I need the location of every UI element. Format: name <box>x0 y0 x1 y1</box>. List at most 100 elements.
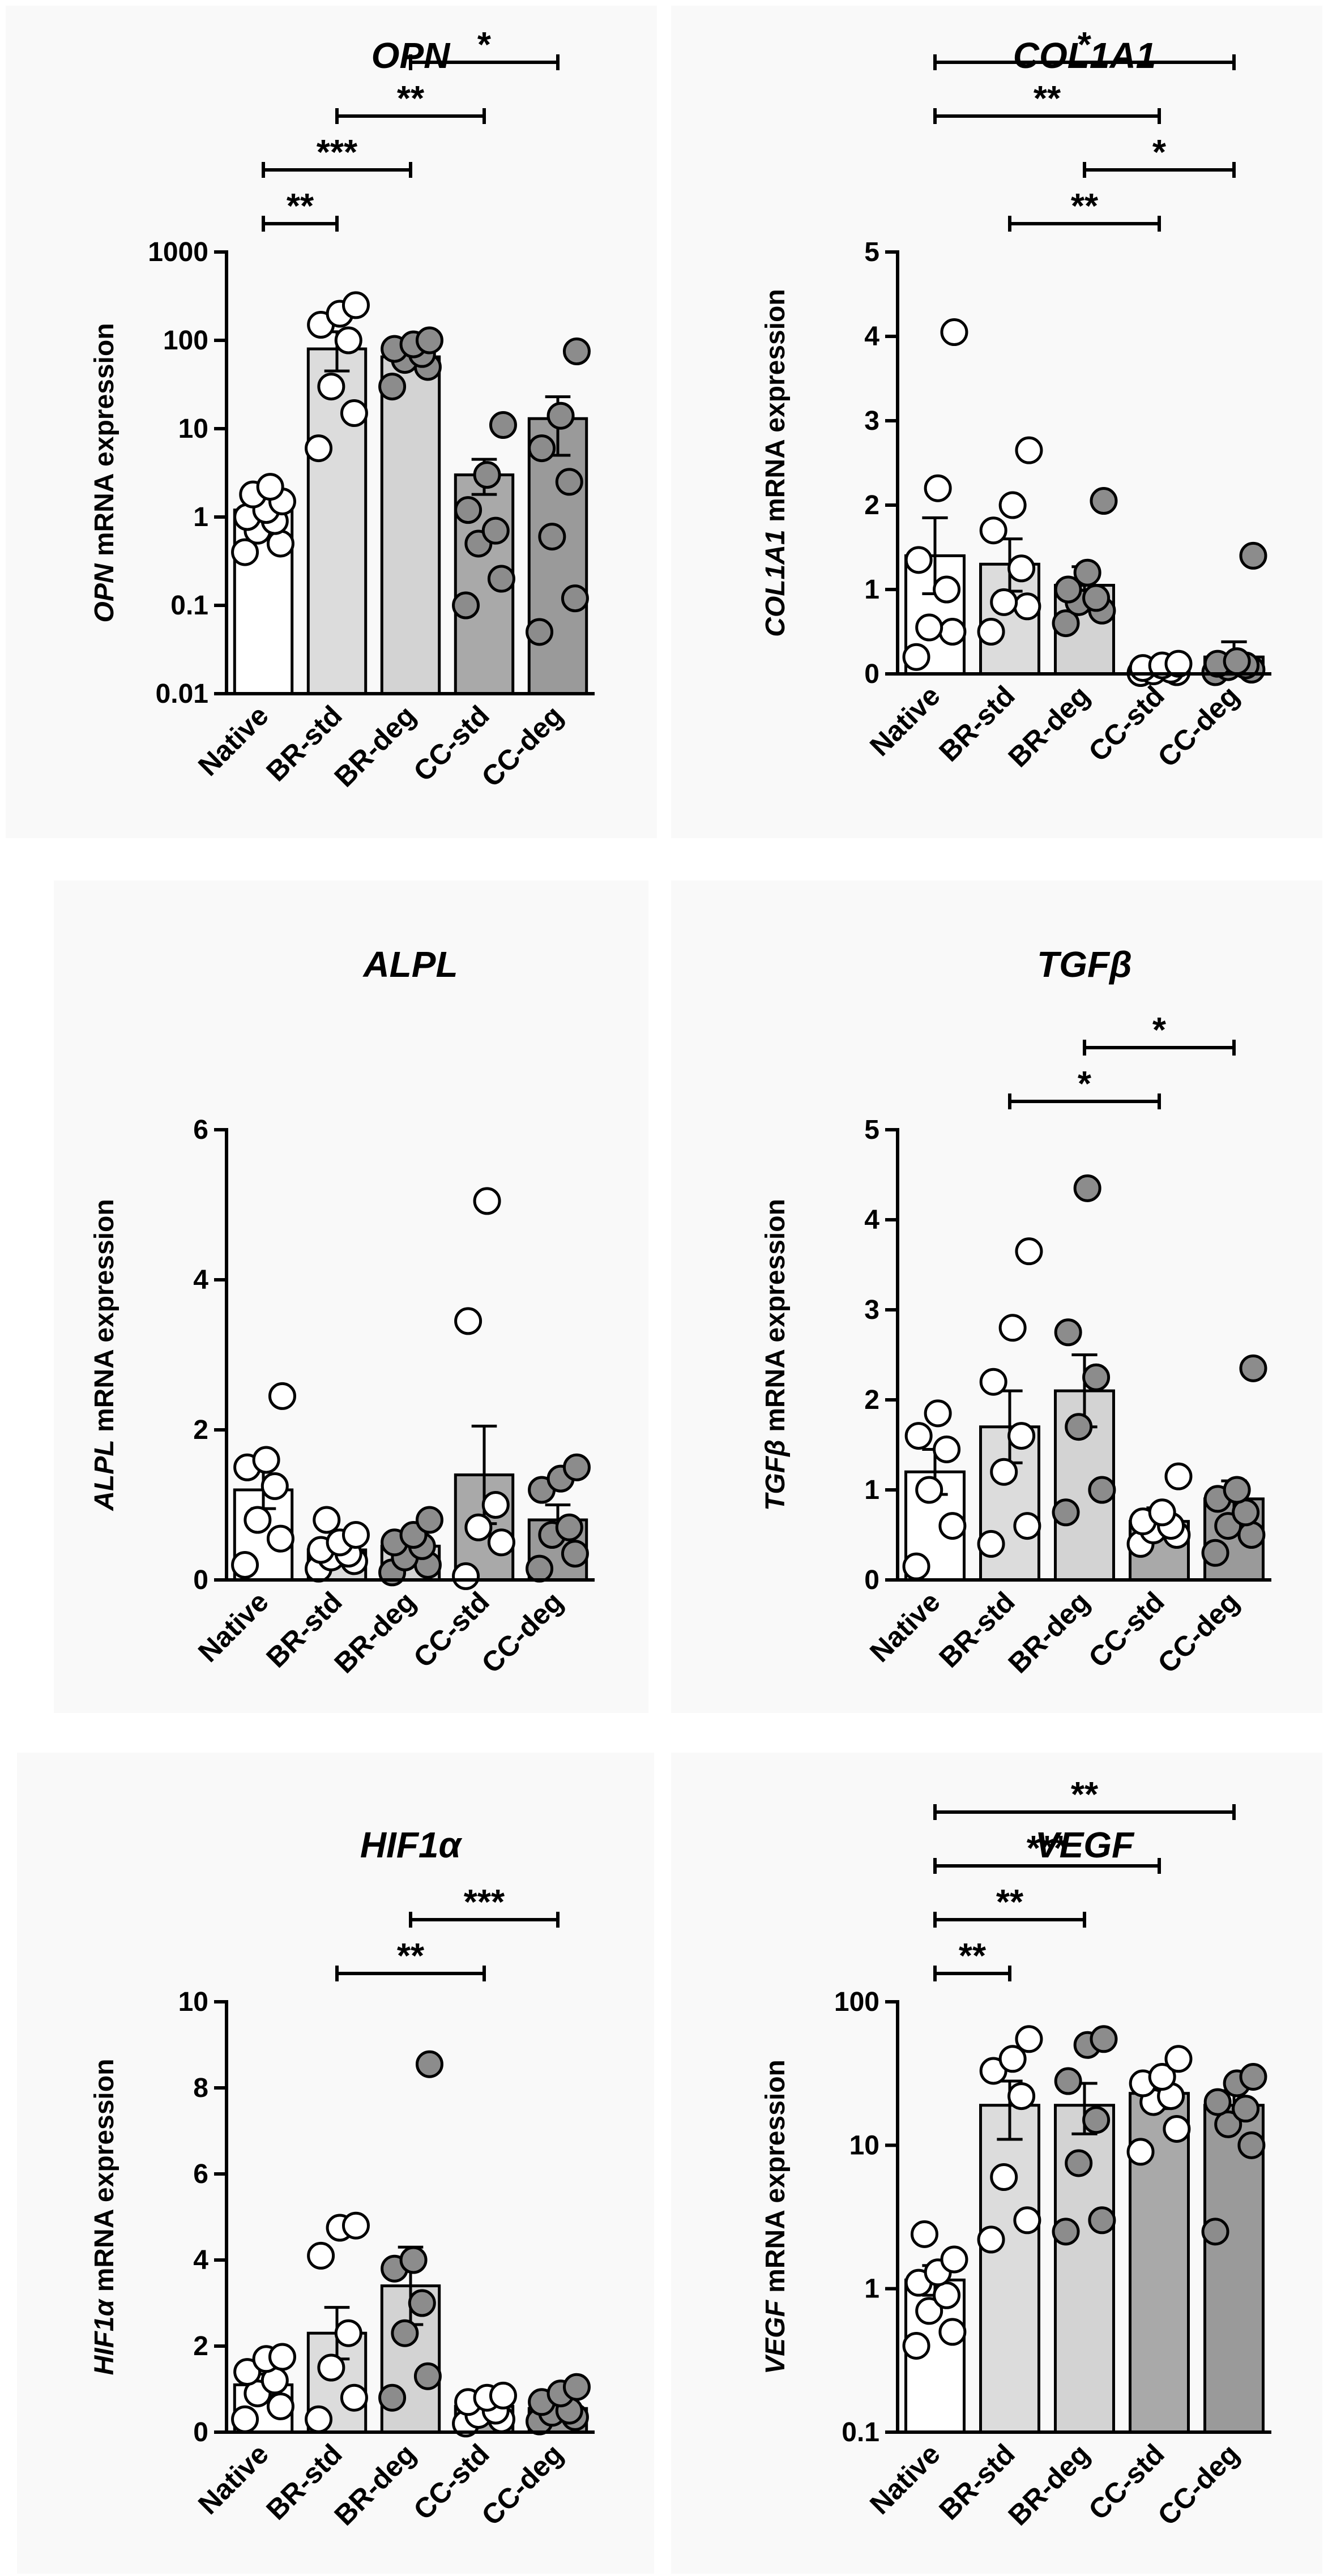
y-axis-label: ALPL mRNA expression <box>89 1199 119 1511</box>
significance-bracket <box>409 54 560 70</box>
data-point <box>489 411 517 439</box>
significance-label: ** <box>1071 1775 1099 1814</box>
data-point <box>562 1453 591 1481</box>
data-point <box>266 2392 294 2420</box>
chart-panel-4: TGFβ012345NativeBR-stdBR-degCC-stdCC-deg… <box>671 881 1322 1713</box>
data-point <box>979 1368 1007 1396</box>
chart-panel-3: ALPL0246NativeBR-stdBR-degCC-stdCC-degAL… <box>54 881 648 1713</box>
data-point <box>313 1506 341 1534</box>
significance-bracket <box>933 108 1161 124</box>
data-point <box>528 434 556 463</box>
data-point <box>555 468 583 496</box>
significance-label: *** <box>317 133 358 172</box>
chart-panel-6: VEGF0.1110100NativeBR-stdBR-degCC-stdCC-… <box>671 1753 1322 2574</box>
data-point <box>1054 1318 1082 1347</box>
data-point <box>561 1540 589 1568</box>
y-tick-label: 4 <box>864 1205 879 1235</box>
y-tick-label: 10 <box>849 2130 879 2160</box>
data-point <box>1223 647 1251 676</box>
data-point <box>998 2045 1027 2073</box>
data-point <box>415 326 443 354</box>
panel-background <box>54 881 648 1713</box>
data-point <box>1007 1422 1036 1450</box>
data-point <box>415 2050 443 2078</box>
data-point <box>261 1472 289 1500</box>
significance-label: ** <box>397 1937 425 1976</box>
significance-bracket <box>1008 216 1161 232</box>
data-point <box>1073 558 1101 587</box>
data-point <box>252 1446 280 1474</box>
data-point <box>481 516 510 545</box>
data-point <box>1239 1354 1267 1382</box>
data-point <box>399 2246 428 2274</box>
data-point <box>1015 2025 1043 2053</box>
data-point <box>990 2163 1018 2191</box>
y-axis-label: TGFβ mRNA expression <box>761 1199 791 1511</box>
data-point <box>977 618 1005 646</box>
panel-background <box>17 1753 654 2574</box>
data-point <box>538 523 566 551</box>
data-point <box>938 2318 967 2346</box>
data-point <box>924 1399 952 1428</box>
data-point <box>1013 1512 1041 1540</box>
y-tick-label: 2 <box>193 2331 208 2361</box>
data-point <box>340 2383 368 2412</box>
data-point <box>307 2241 335 2270</box>
data-point <box>910 2220 938 2248</box>
data-point <box>915 613 943 642</box>
data-point <box>904 546 933 574</box>
panel-background <box>671 6 1322 838</box>
y-tick-label: 2 <box>193 1415 208 1445</box>
significance-bracket <box>933 1858 1161 1874</box>
y-tick-label: 10 <box>178 1987 208 2017</box>
y-tick-label: 0.01 <box>156 679 208 709</box>
data-point <box>1232 2095 1260 2123</box>
data-point <box>1015 436 1043 464</box>
data-point <box>244 1506 272 1534</box>
data-point <box>1015 1237 1043 1266</box>
y-tick-label: 3 <box>864 1295 879 1325</box>
data-point <box>1065 1413 1093 1441</box>
data-point <box>1164 650 1193 678</box>
data-point <box>341 2211 370 2240</box>
data-point <box>231 538 259 566</box>
significance-label: ** <box>1034 79 1061 118</box>
y-tick-label: 0 <box>193 1565 208 1595</box>
data-point <box>487 565 515 593</box>
y-tick-label: 0 <box>193 2417 208 2447</box>
data-point <box>481 1491 510 1519</box>
data-point <box>1201 1539 1229 1567</box>
y-tick-label: 2 <box>864 490 879 520</box>
data-point <box>1239 2062 1267 2091</box>
data-point <box>526 1554 554 1583</box>
data-point <box>1148 2062 1176 2091</box>
y-tick-label: 1 <box>193 502 208 532</box>
significance-bracket <box>409 1912 560 1928</box>
data-point <box>938 618 967 646</box>
significance-label: ** <box>996 1883 1024 1922</box>
data-point <box>979 516 1007 545</box>
data-point <box>454 496 482 524</box>
y-axis-label: HIF1α mRNA expression <box>89 2059 119 2376</box>
data-point <box>268 1382 296 1410</box>
data-point <box>1082 584 1111 612</box>
y-tick-label: 6 <box>193 1115 208 1145</box>
significance-bracket <box>1083 1040 1236 1056</box>
data-point <box>341 1521 370 1549</box>
data-point <box>933 2281 961 2309</box>
data-point <box>413 2362 442 2390</box>
panel-title: ALPL <box>362 944 458 985</box>
data-point <box>317 373 345 401</box>
data-point <box>1126 2138 1155 2166</box>
data-point <box>1090 487 1118 515</box>
data-point <box>1013 592 1041 621</box>
significance-label: *** <box>1027 1829 1068 1868</box>
data-point <box>305 2405 333 2433</box>
data-point <box>940 318 968 347</box>
data-point <box>1214 2110 1242 2138</box>
data-point <box>990 588 1018 616</box>
data-point <box>266 529 294 558</box>
y-tick-label: 1 <box>864 1475 879 1505</box>
data-point <box>378 373 407 401</box>
